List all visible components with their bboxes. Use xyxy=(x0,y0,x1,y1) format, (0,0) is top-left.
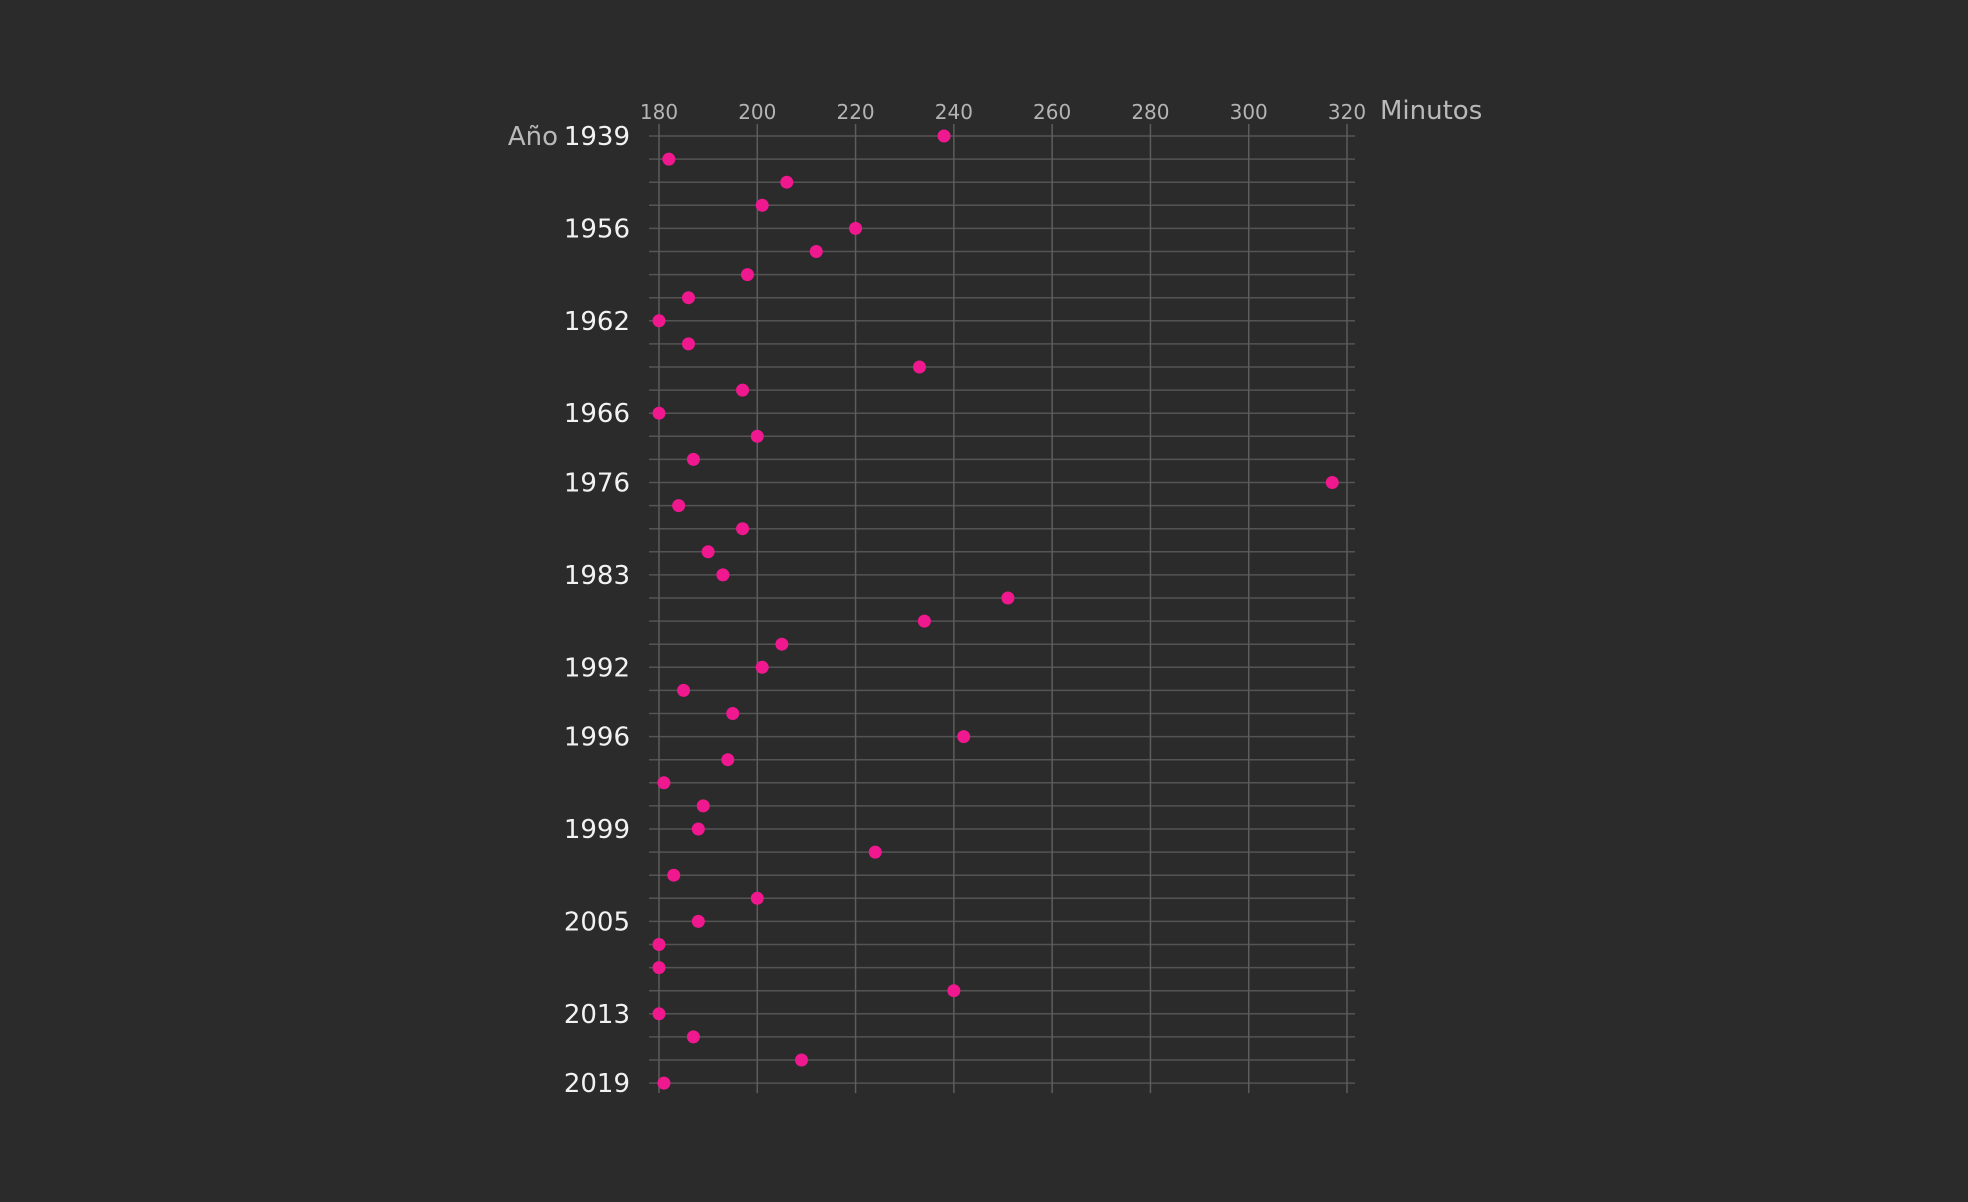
data-points xyxy=(652,129,1339,1090)
y-axis-labels: 1939 1956 1962 1966 1976 1983 1992 1996 1999 2005… xyxy=(564,122,630,1099)
data-point xyxy=(686,452,700,466)
data-point xyxy=(1325,476,1339,489)
x-tick-label: 300 xyxy=(1230,100,1268,124)
data-point xyxy=(868,845,882,859)
y-tick-label: 1966 xyxy=(564,399,630,429)
data-point xyxy=(696,799,710,813)
data-point xyxy=(1001,591,1015,605)
data-point xyxy=(755,198,769,212)
data-point xyxy=(681,337,695,351)
data-point xyxy=(652,314,666,328)
data-point xyxy=(750,429,764,443)
y-tick-label: 1996 xyxy=(564,723,630,753)
data-point xyxy=(652,1007,666,1021)
data-point xyxy=(657,776,671,790)
x-tick-label: 220 xyxy=(836,100,874,124)
data-point xyxy=(780,175,794,189)
x-axis-ticks: 180 200 220 240 260 280 300 320 xyxy=(640,100,1366,124)
y-tick-label: 1992 xyxy=(564,653,630,683)
y-axis-title: Año xyxy=(508,122,558,152)
x-tick-label: 240 xyxy=(935,100,973,124)
data-point xyxy=(677,683,691,697)
data-point xyxy=(849,221,863,235)
data-point xyxy=(947,984,961,998)
data-point xyxy=(917,614,931,628)
data-point xyxy=(681,291,695,305)
data-point xyxy=(740,268,754,282)
data-point xyxy=(736,383,750,397)
y-tick-label: 2013 xyxy=(564,1000,630,1030)
data-point xyxy=(716,568,730,582)
data-point xyxy=(701,545,715,559)
data-point xyxy=(750,891,764,905)
y-tick-label: 1976 xyxy=(564,469,630,499)
y-tick-label: 1962 xyxy=(564,307,630,337)
data-point xyxy=(775,637,789,651)
data-point xyxy=(652,938,666,951)
y-tick-label: 1983 xyxy=(564,561,630,591)
data-point xyxy=(726,707,740,720)
data-point xyxy=(736,522,750,536)
y-tick-label: 1956 xyxy=(564,214,630,244)
data-point xyxy=(652,961,666,975)
x-axis-title: Minutos xyxy=(1380,96,1482,126)
x-tick-label: 200 xyxy=(738,100,776,124)
data-point xyxy=(667,868,681,882)
data-point xyxy=(755,660,769,674)
y-tick-label: 2019 xyxy=(564,1069,630,1099)
y-tick-label: 2005 xyxy=(564,907,630,937)
x-tick-label: 180 xyxy=(640,100,678,124)
y-tick-label: 1939 xyxy=(564,122,630,152)
x-tick-label: 320 xyxy=(1328,100,1366,124)
data-point xyxy=(657,1076,671,1090)
data-point xyxy=(912,360,926,374)
data-point xyxy=(937,129,951,143)
data-point xyxy=(652,406,666,420)
data-point xyxy=(809,245,823,258)
data-point xyxy=(662,152,676,166)
y-tick-label: 1999 xyxy=(564,815,630,845)
data-point xyxy=(672,499,686,513)
x-tick-label: 260 xyxy=(1033,100,1071,124)
grid xyxy=(649,124,1355,1094)
data-point xyxy=(721,753,735,767)
data-point xyxy=(795,1053,809,1067)
data-point xyxy=(957,730,971,744)
data-point xyxy=(691,914,705,928)
data-point xyxy=(686,1030,700,1044)
x-tick-label: 280 xyxy=(1131,100,1169,124)
data-point xyxy=(691,822,705,836)
